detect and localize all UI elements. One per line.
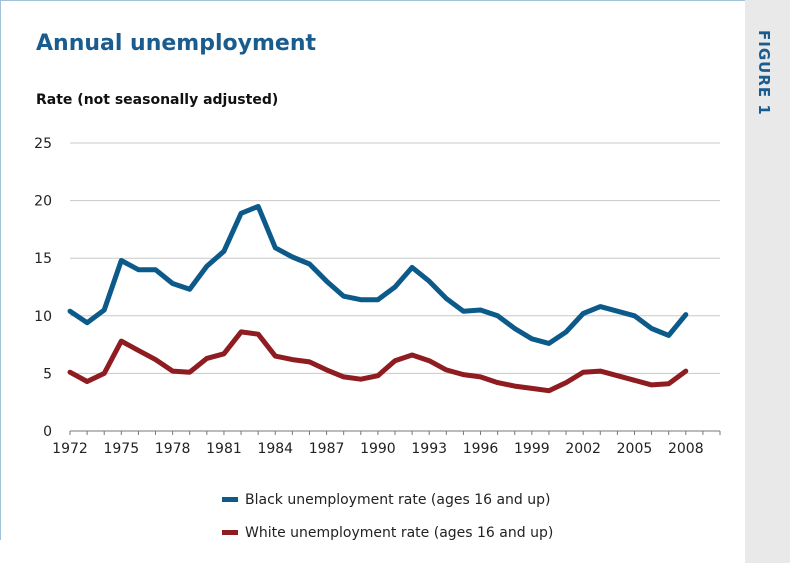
x-tick-label: 1987 <box>309 441 345 457</box>
x-tick-label: 1972 <box>52 441 88 457</box>
series-lines <box>67 203 689 394</box>
legend-label-white: White unemployment rate (ages 16 and up) <box>245 524 554 541</box>
x-tick-label: 1975 <box>103 441 139 457</box>
legend-item-white: White unemployment rate (ages 16 and up) <box>222 521 553 544</box>
y-tick-label: 25 <box>34 136 52 152</box>
x-tick-label: 1999 <box>514 441 550 457</box>
legend-swatch-white <box>222 530 238 535</box>
x-tick-label: 1990 <box>360 441 396 457</box>
y-tick-label: 20 <box>34 194 52 210</box>
y-tick-labels: 0 5 10 15 20 25 <box>34 136 52 440</box>
x-tick-label: 2005 <box>617 441 653 457</box>
y-tick-label: 10 <box>34 309 52 325</box>
axes <box>69 430 721 435</box>
x-tick-labels: 1972 1975 1978 1981 1984 1987 1990 1993 1996 1999… <box>52 441 703 457</box>
y-axis-label: Rate (not seasonally adjusted) <box>36 92 279 108</box>
legend: Black unemployment rate (ages 16 and up)… <box>222 488 553 554</box>
series-line-white <box>67 329 689 394</box>
frame-border-left <box>0 0 1 540</box>
figure-label: FIGURE 1 <box>755 30 773 116</box>
grid-lines <box>70 142 720 374</box>
x-tick-label: 1996 <box>463 441 499 457</box>
x-tick-label: 1981 <box>206 441 242 457</box>
x-tick-label: 1978 <box>155 441 191 457</box>
y-tick-label: 5 <box>43 366 52 382</box>
series-line-black <box>67 203 689 346</box>
chart-title: Annual unemployment <box>36 31 316 56</box>
frame-border-top <box>0 0 745 1</box>
y-tick-label: 15 <box>34 251 52 267</box>
legend-item-black: Black unemployment rate (ages 16 and up) <box>222 488 553 511</box>
y-tick-label: 0 <box>43 424 52 440</box>
legend-swatch-black <box>222 497 238 502</box>
legend-label-black: Black unemployment rate (ages 16 and up) <box>245 491 551 508</box>
x-tick-label: 2002 <box>565 441 601 457</box>
x-tick-label: 1993 <box>411 441 447 457</box>
x-tick-label: 2008 <box>668 441 704 457</box>
side-panel <box>745 0 790 563</box>
x-tick-label: 1984 <box>257 441 293 457</box>
